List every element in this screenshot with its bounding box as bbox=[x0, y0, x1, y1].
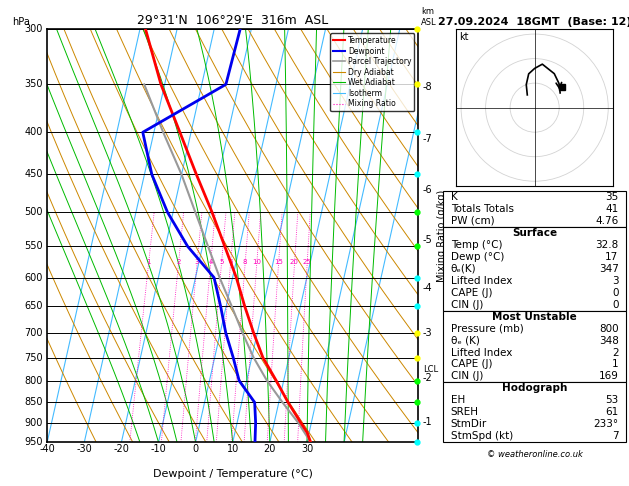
Text: 800: 800 bbox=[599, 324, 618, 333]
Text: 233°: 233° bbox=[593, 419, 618, 429]
Text: Surface: Surface bbox=[512, 228, 557, 238]
Text: 348: 348 bbox=[599, 335, 618, 346]
Text: kt: kt bbox=[459, 32, 469, 42]
Text: 8: 8 bbox=[243, 260, 247, 265]
Text: -6: -6 bbox=[423, 185, 432, 195]
Text: 750: 750 bbox=[24, 352, 43, 363]
Text: θₑ (K): θₑ (K) bbox=[451, 335, 480, 346]
Text: Most Unstable: Most Unstable bbox=[493, 312, 577, 322]
Text: 169: 169 bbox=[599, 371, 618, 382]
Text: 15: 15 bbox=[274, 260, 283, 265]
Text: K: K bbox=[451, 192, 457, 202]
Text: 1: 1 bbox=[612, 360, 618, 369]
Text: StmDir: StmDir bbox=[451, 419, 487, 429]
Text: 347: 347 bbox=[599, 264, 618, 274]
Text: 10: 10 bbox=[226, 444, 239, 454]
Text: -2: -2 bbox=[423, 373, 433, 383]
Text: 4: 4 bbox=[208, 260, 213, 265]
Text: 53: 53 bbox=[605, 396, 618, 405]
Text: Dewp (°C): Dewp (°C) bbox=[451, 252, 504, 262]
Text: SREH: SREH bbox=[451, 407, 479, 417]
Text: 7: 7 bbox=[612, 431, 618, 441]
Text: -7: -7 bbox=[423, 134, 433, 144]
Text: 10: 10 bbox=[252, 260, 261, 265]
Text: PW (cm): PW (cm) bbox=[451, 216, 494, 226]
Text: 450: 450 bbox=[25, 170, 43, 179]
Text: 300: 300 bbox=[25, 24, 43, 34]
Text: 850: 850 bbox=[25, 398, 43, 407]
Text: 32.8: 32.8 bbox=[595, 240, 618, 250]
Text: 29°31'N  106°29'E  316m  ASL: 29°31'N 106°29'E 316m ASL bbox=[137, 14, 328, 27]
Text: 2: 2 bbox=[612, 347, 618, 358]
Text: 27.09.2024  18GMT  (Base: 12): 27.09.2024 18GMT (Base: 12) bbox=[438, 17, 629, 27]
Text: -5: -5 bbox=[423, 235, 433, 245]
Text: 600: 600 bbox=[25, 273, 43, 282]
Text: -4: -4 bbox=[423, 282, 432, 293]
Text: Totals Totals: Totals Totals bbox=[451, 204, 514, 214]
Text: © weatheronline.co.uk: © weatheronline.co.uk bbox=[487, 450, 582, 459]
Text: 20: 20 bbox=[290, 260, 299, 265]
Text: 6: 6 bbox=[228, 260, 233, 265]
Text: Lifted Index: Lifted Index bbox=[451, 347, 512, 358]
Text: 5: 5 bbox=[219, 260, 223, 265]
Text: -1: -1 bbox=[423, 417, 432, 428]
Text: 3: 3 bbox=[194, 260, 199, 265]
Text: 35: 35 bbox=[605, 192, 618, 202]
Text: StmSpd (kt): StmSpd (kt) bbox=[451, 431, 513, 441]
Text: CIN (J): CIN (J) bbox=[451, 371, 483, 382]
Text: Hodograph: Hodograph bbox=[502, 383, 567, 394]
Text: 61: 61 bbox=[605, 407, 618, 417]
Bar bbox=[443, 191, 626, 227]
Text: 1: 1 bbox=[146, 260, 150, 265]
Text: -20: -20 bbox=[113, 444, 130, 454]
Text: Lifted Index: Lifted Index bbox=[451, 276, 512, 286]
Text: 17: 17 bbox=[605, 252, 618, 262]
Text: 30: 30 bbox=[301, 444, 313, 454]
Text: Pressure (mb): Pressure (mb) bbox=[451, 324, 523, 333]
Text: 3: 3 bbox=[612, 276, 618, 286]
Text: -40: -40 bbox=[39, 444, 55, 454]
Text: 4.76: 4.76 bbox=[595, 216, 618, 226]
Text: 0: 0 bbox=[612, 288, 618, 298]
Text: 500: 500 bbox=[25, 207, 43, 217]
Text: Mixing Ratio (g/kg): Mixing Ratio (g/kg) bbox=[437, 190, 447, 282]
Text: 0: 0 bbox=[612, 300, 618, 310]
Bar bbox=[443, 382, 626, 442]
Text: 950: 950 bbox=[25, 437, 43, 447]
Text: 650: 650 bbox=[25, 301, 43, 311]
Text: km
ASL: km ASL bbox=[421, 7, 437, 27]
Text: LCL: LCL bbox=[423, 365, 438, 374]
Text: Temp (°C): Temp (°C) bbox=[451, 240, 502, 250]
Text: Dewpoint / Temperature (°C): Dewpoint / Temperature (°C) bbox=[153, 469, 313, 479]
Text: -3: -3 bbox=[423, 329, 432, 338]
Text: 41: 41 bbox=[605, 204, 618, 214]
Legend: Temperature, Dewpoint, Parcel Trajectory, Dry Adiabat, Wet Adiabat, Isotherm, Mi: Temperature, Dewpoint, Parcel Trajectory… bbox=[330, 33, 415, 111]
Text: 550: 550 bbox=[24, 242, 43, 251]
Text: -10: -10 bbox=[150, 444, 167, 454]
Text: 0: 0 bbox=[192, 444, 199, 454]
Text: CIN (J): CIN (J) bbox=[451, 300, 483, 310]
Text: θₑ(K): θₑ(K) bbox=[451, 264, 476, 274]
Bar bbox=[443, 311, 626, 382]
Text: CAPE (J): CAPE (J) bbox=[451, 288, 493, 298]
Text: 20: 20 bbox=[264, 444, 276, 454]
Text: CAPE (J): CAPE (J) bbox=[451, 360, 493, 369]
Text: 400: 400 bbox=[25, 127, 43, 137]
Text: 800: 800 bbox=[25, 376, 43, 386]
Text: -8: -8 bbox=[423, 83, 432, 92]
Text: hPa: hPa bbox=[13, 17, 30, 27]
Text: 2: 2 bbox=[176, 260, 181, 265]
Text: -30: -30 bbox=[76, 444, 92, 454]
Text: EH: EH bbox=[451, 396, 465, 405]
Text: 900: 900 bbox=[25, 418, 43, 428]
Text: 350: 350 bbox=[25, 79, 43, 89]
Bar bbox=[443, 227, 626, 311]
Text: 25: 25 bbox=[303, 260, 311, 265]
Text: 700: 700 bbox=[25, 328, 43, 338]
